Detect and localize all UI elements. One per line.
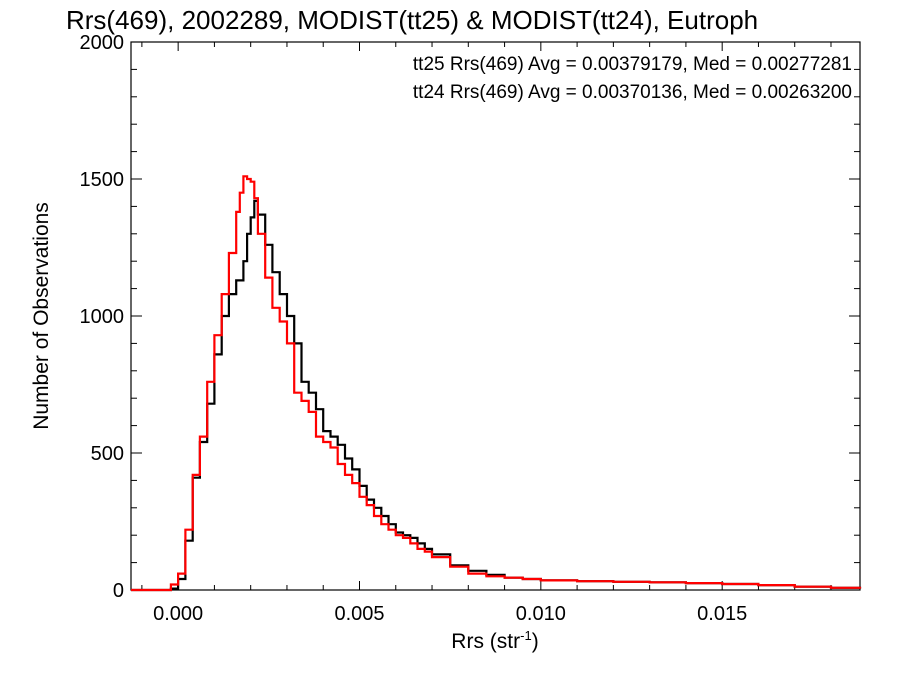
x-tick-label: 0.010 [516, 603, 566, 625]
y-tick-label: 2000 [80, 32, 125, 54]
y-tick-label: 1000 [80, 306, 125, 328]
x-tick-label: 0.005 [334, 603, 384, 625]
x-tick-label: 0.000 [153, 603, 203, 625]
series-layer [131, 175, 862, 592]
legend: tt25 Rrs(469) Avg = 0.00379179, Med = 0.… [413, 54, 852, 103]
legend-entry-tt25: tt25 Rrs(469) Avg = 0.00379179, Med = 0.… [413, 54, 852, 75]
x-axis-label: Rrs (str-1) [451, 628, 538, 653]
x-tick-label: 0.015 [697, 603, 747, 625]
y-tick-label: 0 [113, 580, 124, 602]
y-axis-label: Number of Observations [30, 202, 53, 430]
y-tick-label: 1500 [80, 169, 125, 191]
plot-frame [130, 41, 861, 591]
x-axis-ticks: 0.000 0.005 0.010 0.015 [141, 42, 832, 625]
legend-entry-tt24: tt24 Rrs(469) Avg = 0.00370136, Med = 0.… [413, 82, 852, 103]
y-axis-ticks: 0 500 1000 1500 2000 [80, 32, 860, 602]
y-tick-label: 500 [91, 443, 124, 465]
chart-title: Rrs(469), 2002289, MODIST(tt25) & MODIST… [66, 5, 758, 35]
series-line-tt24 [131, 175, 862, 592]
series-line-tt25 [131, 199, 862, 592]
